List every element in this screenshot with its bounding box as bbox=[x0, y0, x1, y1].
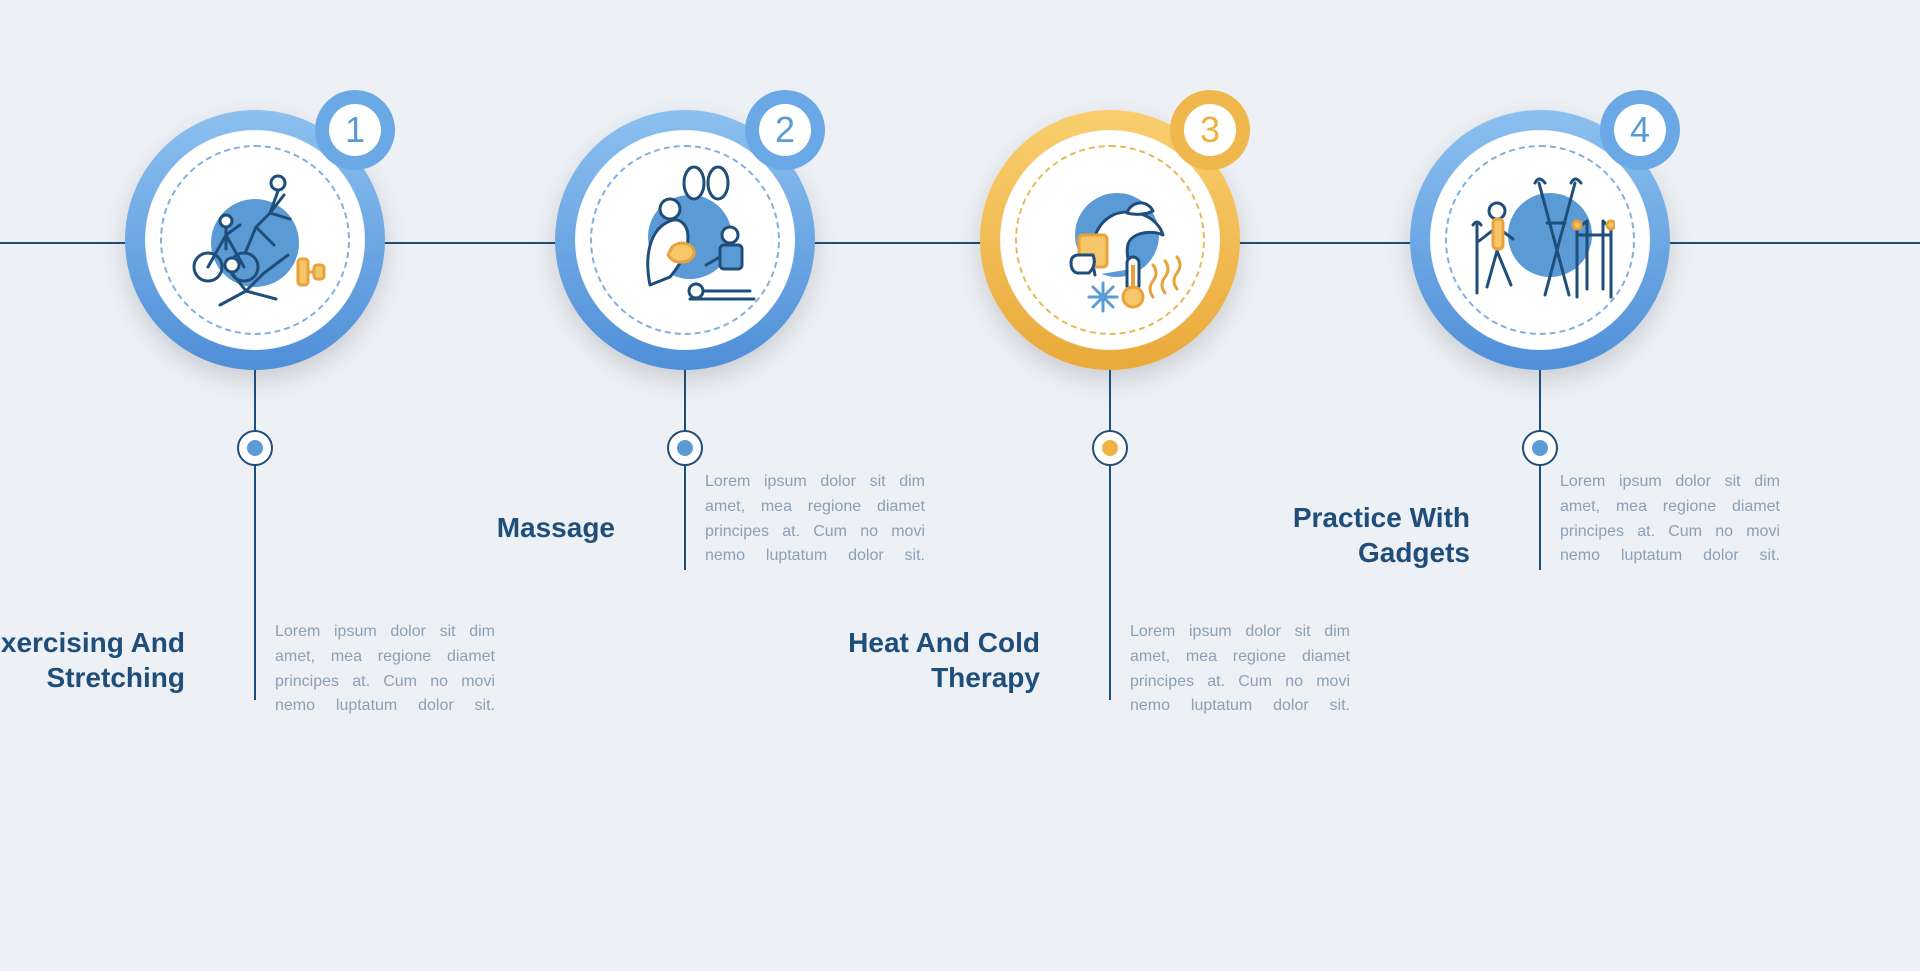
vertical-connector bbox=[254, 370, 256, 700]
exercise-icon bbox=[180, 165, 330, 315]
step-body: Lorem ipsum dolor sit dim amet, mea regi… bbox=[275, 620, 495, 719]
number-badge: 4 bbox=[1600, 90, 1680, 170]
connector-dot bbox=[1092, 430, 1128, 466]
step-1: 1Exercising And StretchingLorem ipsum do… bbox=[55, 110, 455, 370]
step-title: Heat And Cold Therapy bbox=[830, 625, 1040, 695]
step-body: Lorem ipsum dolor sit dim amet, mea regi… bbox=[705, 470, 925, 569]
number-badge: 2 bbox=[745, 90, 825, 170]
connector-dot bbox=[667, 430, 703, 466]
massage-icon bbox=[610, 165, 760, 315]
vertical-connector bbox=[1539, 370, 1541, 570]
step-body: Lorem ipsum dolor sit dim amet, mea regi… bbox=[1130, 620, 1350, 719]
connector-dot bbox=[1522, 430, 1558, 466]
dot-inner bbox=[677, 440, 693, 456]
dot-inner bbox=[1102, 440, 1118, 456]
steps-container: 1 Exercising And Stretching Lorem ipsum do… bbox=[0, 0, 1920, 971]
number-badge: 3 bbox=[1170, 90, 1250, 170]
badge-number: 1 bbox=[329, 104, 381, 156]
step-title: Massage bbox=[405, 510, 615, 545]
step-3: 3Heat And Cold TherapyLorem ipsum dolor … bbox=[910, 110, 1310, 370]
step-circle: 3 bbox=[980, 110, 1240, 370]
badge-number: 3 bbox=[1184, 104, 1236, 156]
dot-inner bbox=[247, 440, 263, 456]
step-title: Practice With Gadgets bbox=[1260, 500, 1470, 570]
number-badge: 1 bbox=[315, 90, 395, 170]
connector-dot bbox=[237, 430, 273, 466]
step-4: 4Practice With GadgetsLorem ipsum dolor … bbox=[1340, 110, 1740, 370]
step-circle: 4 bbox=[1410, 110, 1670, 370]
gadgets-icon bbox=[1465, 165, 1615, 315]
dot-inner bbox=[1532, 440, 1548, 456]
heatcold-icon bbox=[1035, 165, 1185, 315]
step-body: Lorem ipsum dolor sit dim amet, mea regi… bbox=[1560, 470, 1780, 569]
badge-number: 2 bbox=[759, 104, 811, 156]
step-circle: 1 bbox=[125, 110, 385, 370]
badge-number: 4 bbox=[1614, 104, 1666, 156]
vertical-connector bbox=[684, 370, 686, 570]
step-title: Exercising And Stretching bbox=[0, 625, 185, 695]
step-2: 2MassageLorem ipsum dolor sit dim amet, … bbox=[485, 110, 885, 370]
step-circle: 2 bbox=[555, 110, 815, 370]
vertical-connector bbox=[1109, 370, 1111, 700]
